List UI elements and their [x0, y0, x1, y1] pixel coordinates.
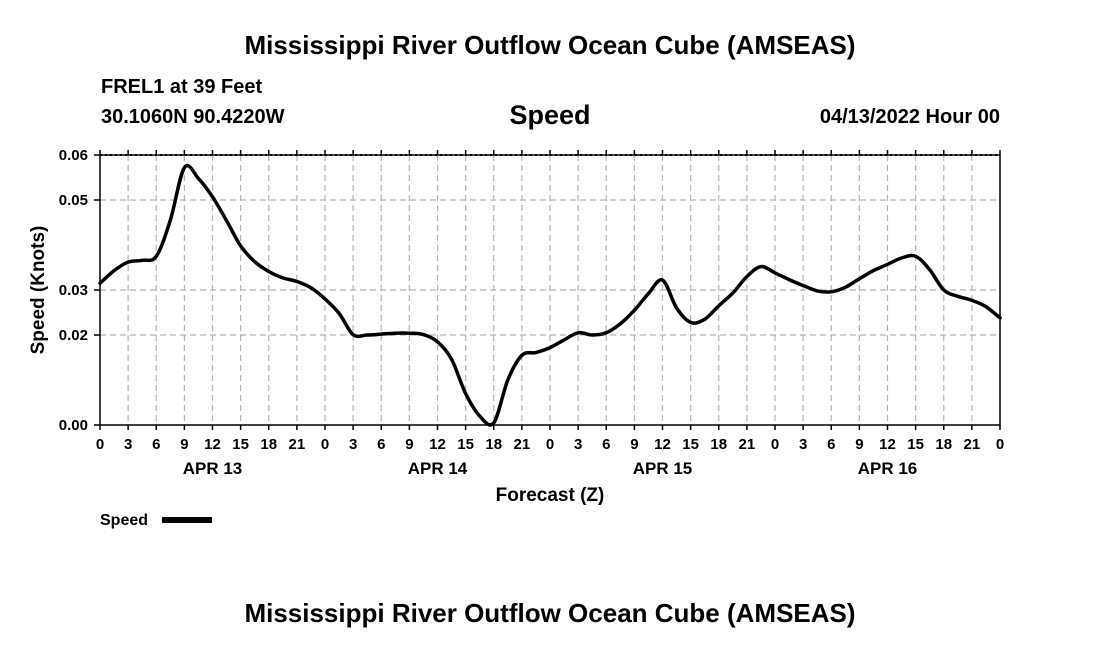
- x-tick-label: 3: [574, 436, 582, 453]
- x-tick-label: 21: [964, 436, 981, 453]
- x-tick-label: 12: [429, 436, 446, 453]
- x-tick-label: 15: [907, 436, 924, 453]
- speed-chart: 0 3 6 9 12 15 18 21 0 3 6 9 12 15 18 21 0 3 6 9 12 15 18 21 0 3 6 9…: [28, 147, 1004, 529]
- legend-label: Speed: [100, 512, 148, 529]
- x-tick-label: 15: [232, 436, 249, 453]
- datetime-label: 04/13/2022 Hour 00: [819, 106, 1000, 128]
- coordinates-label: 30.1060N 90.4220W: [101, 106, 285, 128]
- x-tick-label: 6: [152, 436, 160, 453]
- x-tick-label: 3: [799, 436, 807, 453]
- speed-series-line: [98, 163, 1002, 427]
- label-layer: 0 3 6 9 12 15 18 21 0 3 6 9 12 15 18 21 0 3 6 9 12 15 18 21 0 3 6 9…: [59, 147, 1004, 478]
- x-tick-label: 12: [879, 436, 896, 453]
- day-label: APR 16: [858, 459, 918, 478]
- y-tick-label: 0.06: [59, 147, 88, 164]
- x-tick-label: 18: [260, 436, 277, 453]
- footer-title: Mississippi River Outflow Ocean Cube (AM…: [244, 598, 856, 628]
- y-tick-label: 0.02: [59, 327, 88, 344]
- x-tick-label: 15: [457, 436, 474, 453]
- x-tick-label: 21: [514, 436, 531, 453]
- variable-title: Speed: [509, 100, 591, 130]
- x-tick-label: 0: [546, 436, 554, 453]
- x-tick-label: 21: [739, 436, 756, 453]
- station-label: FREL1 at 39 Feet: [101, 76, 263, 98]
- x-tick-label: 0: [996, 436, 1004, 453]
- x-tick-label: 18: [935, 436, 952, 453]
- x-tick-label: 0: [321, 436, 329, 453]
- x-tick-label: 3: [124, 436, 132, 453]
- y-tick-label: 0.03: [59, 282, 88, 299]
- x-tick-label: 3: [349, 436, 357, 453]
- x-tick-label: 18: [485, 436, 502, 453]
- x-tick-label: 0: [771, 436, 779, 453]
- x-tick-label: 9: [405, 436, 413, 453]
- chart-title: Mississippi River Outflow Ocean Cube (AM…: [244, 30, 856, 60]
- x-tick-label: 18: [710, 436, 727, 453]
- y-tick-label: 0.05: [59, 192, 88, 209]
- x-tick-label: 6: [827, 436, 835, 453]
- x-tick-label: 0: [96, 436, 104, 453]
- x-tick-label: 12: [204, 436, 221, 453]
- x-tick-label: 9: [855, 436, 863, 453]
- day-label: APR 15: [633, 459, 693, 478]
- day-label: APR 14: [408, 459, 468, 478]
- x-tick-label: 9: [180, 436, 188, 453]
- x-tick-label: 9: [630, 436, 638, 453]
- grid-layer: [100, 155, 1000, 425]
- x-tick-label: 21: [289, 436, 306, 453]
- x-tick-label: 6: [377, 436, 385, 453]
- y-axis-label: Speed (Knots): [28, 226, 49, 355]
- x-axis-label: Forecast (Z): [496, 485, 605, 506]
- y-tick-label: 0.00: [59, 417, 88, 434]
- day-label: APR 13: [183, 459, 243, 478]
- x-tick-label: 6: [602, 436, 610, 453]
- x-tick-label: 12: [654, 436, 671, 453]
- x-tick-label: 15: [682, 436, 699, 453]
